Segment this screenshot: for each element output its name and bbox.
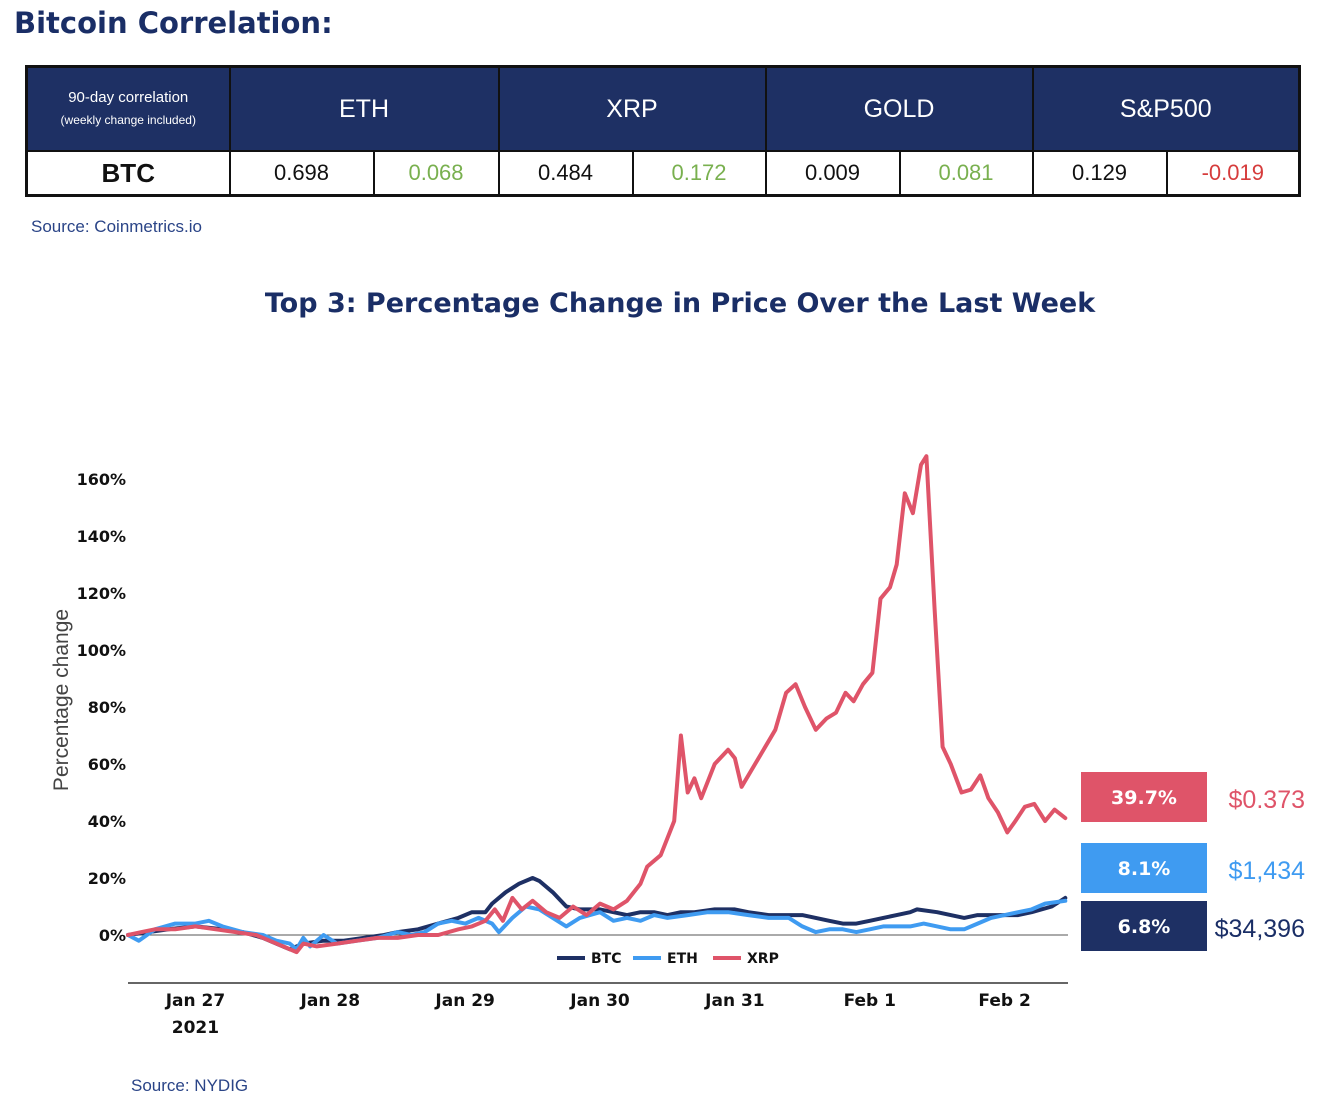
legend-label-btc: BTC: [591, 951, 622, 967]
price-label-xrp: $0.373: [1229, 786, 1305, 814]
x-tick-label: Feb 1: [844, 991, 896, 1011]
header-gold: GOLD: [764, 65, 1034, 152]
change-value-eth: 0.068: [372, 150, 500, 197]
table-source: Source: Coinmetrics.io: [31, 217, 203, 236]
end-value-label-xrp: 39.7%: [1111, 787, 1177, 809]
line-chart: Percentage change 0% 20% 40% 60% 80% 100% 120% 1…: [50, 454, 1306, 1038]
end-value-label-btc: 6.8%: [1118, 916, 1171, 938]
y-tick-label: 100%: [77, 641, 126, 660]
end-value-label-eth: 8.1%: [1118, 858, 1171, 880]
chart-source: Source: NYDIG: [131, 1076, 249, 1095]
x-tick-label: Jan 27: [165, 991, 225, 1011]
y-tick-label: 0%: [99, 926, 126, 945]
corr-value-eth: 0.698: [228, 150, 375, 197]
price-label-btc: $34,396: [1215, 915, 1305, 943]
change-value-gold: 0.081: [898, 150, 1034, 197]
series-line-xrp: [126, 454, 1068, 955]
header-sp500: S&P500: [1031, 65, 1301, 152]
end-value-box-xrp: [1081, 772, 1207, 822]
corr-value-xrp: 0.484: [497, 150, 634, 197]
y-tick-label: 60%: [88, 755, 126, 774]
corr-value-sp500: 0.129: [1031, 150, 1168, 197]
y-tick-label: 40%: [88, 812, 126, 831]
y-tick-label: 80%: [88, 698, 126, 717]
legend-label-xrp: XRP: [747, 951, 779, 967]
x-tick-label: Jan 30: [569, 991, 630, 1011]
x-tick-year-label: 2021: [172, 1018, 219, 1038]
header-xrp: XRP: [497, 65, 767, 152]
end-value-box-eth: [1081, 843, 1207, 893]
row-label-btc: BTC: [25, 150, 231, 197]
correlation-sublabel: (weekly change included): [60, 113, 196, 127]
x-tick-label: Jan 29: [434, 991, 494, 1011]
x-tick-label: Jan 31: [704, 991, 764, 1011]
change-value-sp500: -0.019: [1165, 150, 1301, 197]
y-tick-label: 140%: [77, 527, 126, 546]
y-axis-label: Percentage change: [50, 609, 73, 791]
table-corner-label: 90-day correlation (weekly change includ…: [25, 65, 231, 152]
legend-label-eth: ETH: [667, 951, 698, 967]
table-header-row: 90-day correlation (weekly change includ…: [25, 65, 1301, 152]
series-line-eth: [126, 898, 1068, 952]
x-tick-label: Jan 28: [300, 991, 360, 1011]
corr-value-gold: 0.009: [764, 150, 901, 197]
y-tick-label: 160%: [77, 470, 126, 489]
end-value-box-btc: [1081, 901, 1207, 951]
chart-title: Top 3: Percentage Change in Price Over t…: [264, 288, 1096, 319]
y-tick-label: 120%: [77, 584, 126, 603]
correlation-label: 90-day correlation: [68, 89, 189, 106]
table-row: BTC 0.698 0.068 0.484 0.172 0.009 0.081 …: [25, 150, 1301, 197]
x-tick-label: Feb 2: [978, 991, 1030, 1011]
series-line-btc: [126, 876, 1068, 952]
correlation-table: 90-day correlation (weekly change includ…: [25, 65, 1302, 197]
y-tick-label: 20%: [88, 869, 126, 888]
change-value-xrp: 0.172: [631, 150, 767, 197]
header-eth: ETH: [228, 65, 500, 152]
price-label-eth: $1,434: [1229, 857, 1306, 885]
page-title: Bitcoin Correlation:: [14, 6, 333, 40]
